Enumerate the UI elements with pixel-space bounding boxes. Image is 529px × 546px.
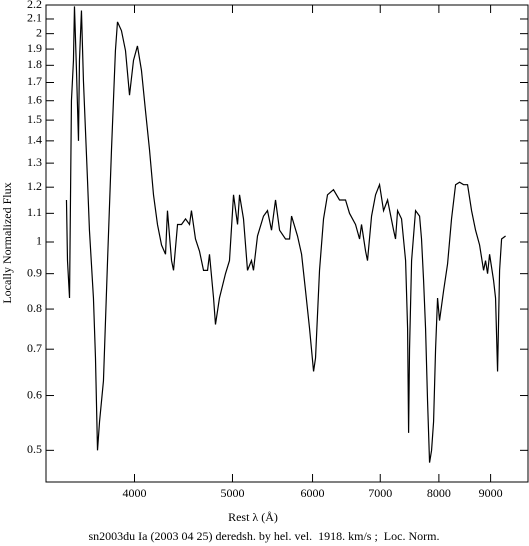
y-tick-label: 0.6 <box>27 387 42 401</box>
y-tick-label: 1.3 <box>27 155 42 169</box>
y-tick-label: 0.5 <box>27 442 42 456</box>
y-tick-label: 2.2 <box>27 0 42 11</box>
x-axis-label: Rest λ (Å) <box>228 510 278 524</box>
y-tick-label: 1.6 <box>27 92 42 106</box>
plot-frame <box>45 4 529 483</box>
y-axis-label: Locally Normalized Flux <box>0 182 14 303</box>
y-tick-label: 1.5 <box>27 112 42 126</box>
spectrum-line <box>65 6 506 463</box>
x-tick-label: 8000 <box>427 486 451 500</box>
y-tick-label: 1.9 <box>27 41 42 55</box>
y-tick-label: 1 <box>36 234 42 248</box>
y-tick-label: 1.8 <box>27 57 42 71</box>
x-tick-label: 6000 <box>301 486 325 500</box>
y-tick-label: 1.4 <box>27 133 42 147</box>
y-tick-label: 1.2 <box>27 179 42 193</box>
y-tick-label: 2 <box>36 25 42 39</box>
x-tick-label: 9000 <box>479 486 503 500</box>
y-tick-label: 2.1 <box>27 11 42 25</box>
y-tick-label: 0.7 <box>27 341 42 355</box>
x-tick-label: 5000 <box>220 486 244 500</box>
y-tick-label: 1.7 <box>27 74 42 88</box>
x-tick-label: 4000 <box>122 486 146 500</box>
x-tick-label: 7000 <box>368 486 392 500</box>
y-tick-label: 0.8 <box>27 301 42 315</box>
y-tick-label: 0.9 <box>27 265 42 279</box>
caption: sn2003du Ia (2003 04 25) deredsh. by hel… <box>89 529 440 543</box>
y-tick-label: 1.1 <box>27 205 42 219</box>
